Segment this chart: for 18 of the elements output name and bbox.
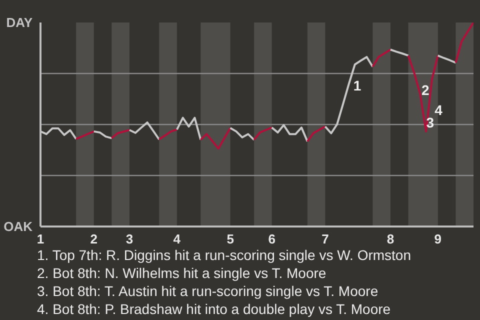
- text: DAY: [6, 15, 33, 30]
- text: 3. Bot 8th: T. Austin hit a run-scoring single vs T. Moore: [37, 282, 380, 300]
- annotation: 4: [434, 102, 443, 118]
- text: 2. Bot 8th: N. Wilhelms hit a single vs T. Moore: [37, 264, 328, 282]
- text: OAK: [4, 219, 34, 234]
- x-tick-label: 2: [90, 232, 98, 246]
- x-tick-label: 3: [126, 232, 134, 246]
- x-tick-label: 7: [322, 232, 329, 246]
- annotation: 1: [353, 78, 362, 94]
- x-tick-label: 5: [226, 232, 234, 246]
- x-tick-label: 6: [268, 232, 276, 246]
- x-tick-label: 8: [386, 232, 394, 246]
- x-tick-label: 1: [36, 232, 44, 246]
- x-tick-label: 9: [434, 232, 442, 246]
- annotation: 2: [422, 82, 430, 98]
- text: 4. Bot 8th: P. Bradshaw hit into a double play vs T. Moore: [37, 300, 392, 318]
- text: 1. Top 7th: R. Diggins hit a run-scoring single vs W. Ormston: [37, 246, 412, 264]
- x-tick-label: 4: [173, 232, 182, 246]
